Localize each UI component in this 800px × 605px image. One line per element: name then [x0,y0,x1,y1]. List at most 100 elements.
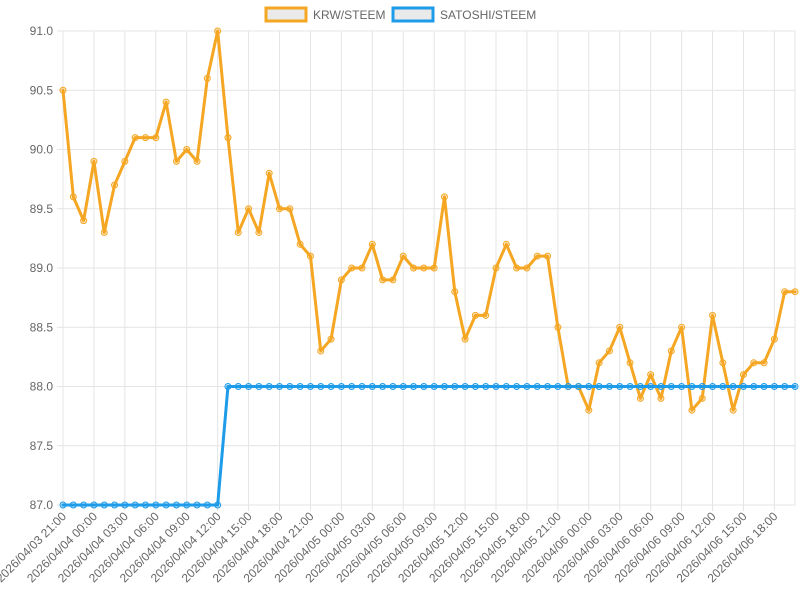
series-line [61,29,797,412]
data-point [141,134,149,142]
data-point [750,383,758,390]
data-point [327,335,335,343]
data-point [533,252,541,260]
data-point [616,323,624,331]
data-point [121,157,129,165]
data-point [265,169,273,177]
data-point [709,383,717,390]
y-tick-label: 90.5 [30,83,54,97]
data-point [461,335,469,343]
data-point [214,27,222,35]
data-point [574,383,582,390]
data-point [554,323,562,331]
legend-item[interactable]: KRW/STEEM [264,6,385,23]
data-point [513,383,521,390]
data-point [564,383,572,390]
data-point [90,157,98,165]
data-point [245,205,253,213]
y-tick-label: 91.0 [30,24,54,38]
data-point [306,252,314,260]
data-point [585,383,593,390]
data-point [719,383,727,390]
data-point [193,157,201,165]
data-point [605,347,613,355]
data-point [183,501,191,509]
data-point [729,383,737,390]
data-point [234,383,242,390]
data-point [410,264,418,272]
data-point [719,359,727,367]
data-point [678,383,686,390]
data-point [451,288,459,296]
data-point [317,383,325,390]
data-point [585,406,593,414]
data-point [224,383,232,390]
data-point [234,228,242,236]
data-point [276,383,284,390]
data-point [203,501,211,509]
data-point [162,98,170,106]
y-tick-label: 88.5 [30,320,54,334]
data-point [296,240,304,248]
data-point [523,383,531,390]
data-point [172,157,180,165]
data-point [595,359,603,367]
legend[interactable]: KRW/STEEM SATOSHI/STEEM [264,6,536,23]
data-point [111,181,119,189]
data-point [667,347,675,355]
data-point [440,193,448,201]
data-point [461,383,469,390]
data-point [100,501,108,509]
data-point [90,501,98,509]
data-point [368,383,376,390]
data-point [533,383,541,390]
data-point [739,383,747,390]
data-point [678,323,686,331]
data-point [781,288,789,296]
data-point [286,205,294,213]
data-point [276,205,284,213]
data-point [688,406,696,414]
data-point [605,383,613,390]
data-point [121,501,129,509]
data-point [245,383,253,390]
data-point [379,276,387,284]
data-point [141,501,149,509]
data-point [781,383,789,390]
data-point [698,383,706,390]
data-point [544,383,552,390]
axes: 91.090.590.089.589.088.588.087.587.02026… [0,24,781,585]
data-point [502,240,510,248]
data-point [430,383,438,390]
data-point [59,501,67,509]
data-point [358,264,366,272]
data-point [657,394,665,402]
data-point [59,86,67,94]
data-point [69,193,77,201]
data-point [647,371,655,379]
data-point [709,311,717,319]
data-point [698,394,706,402]
data-point [616,383,624,390]
data-point [389,276,397,284]
data-point [626,383,634,390]
data-point [739,371,747,379]
data-point [760,359,768,367]
series-lines [59,27,799,509]
series-satoshi-steem [59,383,799,509]
series-krw-steem [59,27,799,414]
y-tick-label: 89.5 [30,202,54,216]
data-point [595,383,603,390]
legend-item[interactable]: SATOSHI/STEEM [391,6,536,23]
legend-swatch [264,6,308,23]
legend-label: KRW/STEEM [313,8,385,22]
data-point [626,359,634,367]
data-point [327,383,335,390]
data-point [399,252,407,260]
data-point [420,264,428,272]
data-point [193,501,201,509]
data-point [688,383,696,390]
data-point [224,134,232,142]
data-point [368,240,376,248]
